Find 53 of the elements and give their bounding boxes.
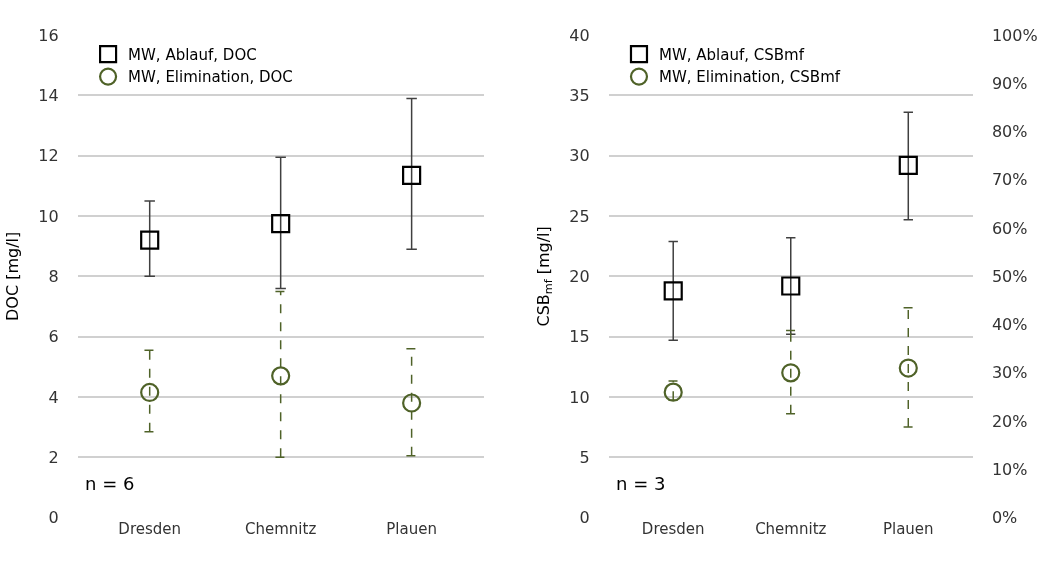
y-tick-label: 4 — [48, 387, 59, 407]
point — [898, 358, 918, 378]
y-tick-label: 35 — [569, 86, 590, 106]
x-tick-label: Chemnitz — [755, 519, 827, 538]
y-tick-label: 16 — [38, 25, 59, 45]
y-tick-label: 15 — [569, 327, 590, 347]
y-tick-label: 10 — [569, 387, 590, 407]
x-tick-label: Chemnitz — [245, 519, 317, 538]
legend-label: MW, Ablauf, CSBmf — [658, 45, 805, 64]
y2-tick-label: 90% — [991, 74, 1028, 94]
point — [781, 276, 801, 296]
y-tick-label: 0 — [579, 508, 590, 528]
legend-label: MW, Elimination, CSBmf — [658, 68, 841, 87]
y-tick-label: 5 — [579, 447, 590, 467]
annotation: n = 3 — [616, 473, 666, 494]
y-tick-label: 10 — [38, 206, 59, 226]
y-tick-label: 2 — [48, 447, 59, 467]
y-tick-label: 30 — [569, 146, 590, 166]
y2-tick-label: 70% — [991, 170, 1028, 190]
y-tick-label: 40 — [569, 25, 590, 45]
y-tick-label: 8 — [48, 266, 59, 286]
annotation: n = 6 — [85, 473, 135, 494]
y2-tick-label: 50% — [991, 266, 1028, 286]
y2-tick-label: 60% — [991, 218, 1028, 238]
x-tick-label: Dresden — [641, 519, 705, 538]
y2-tick-label: 30% — [991, 363, 1028, 383]
y2-tick-label: 0% — [991, 508, 1018, 528]
point — [781, 363, 801, 383]
legend-label: MW, Ablauf, DOC — [128, 45, 257, 64]
point — [271, 214, 291, 234]
y2-tick-label: 100% — [991, 25, 1038, 45]
y-axis-title: DOC [mg/l] — [3, 231, 23, 321]
y-tick-label: 25 — [569, 206, 590, 226]
point — [402, 165, 422, 185]
x-tick-label: Plauen — [882, 519, 934, 538]
y-tick-label: 0 — [48, 508, 59, 528]
y-tick-label: 14 — [38, 86, 59, 106]
y2-tick-label: 40% — [991, 315, 1028, 335]
x-tick-label: Plauen — [386, 519, 437, 538]
point — [140, 230, 160, 250]
y-tick-label: 20 — [569, 266, 590, 286]
y2-tick-label: 10% — [991, 459, 1028, 479]
legend-label: MW, Elimination, DOC — [128, 68, 293, 87]
point — [140, 382, 160, 403]
y2-tick-label: 20% — [991, 411, 1028, 431]
point — [663, 281, 683, 301]
point — [271, 366, 291, 386]
y-tick-label: 6 — [48, 327, 59, 347]
y2-tick-label: 80% — [991, 122, 1028, 142]
point — [898, 155, 918, 176]
x-tick-label: Dresden — [118, 519, 182, 538]
y-tick-label: 12 — [38, 146, 59, 166]
point — [402, 393, 422, 413]
